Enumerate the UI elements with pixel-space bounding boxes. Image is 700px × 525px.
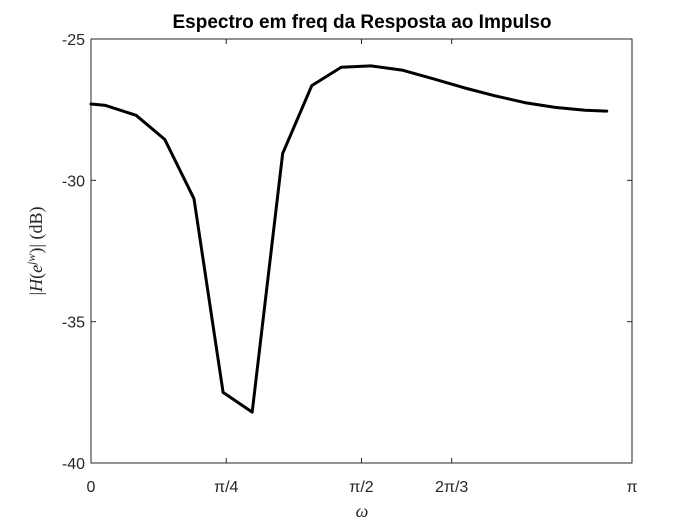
y-tick-label: -30	[62, 173, 85, 190]
axis-tick-labels: 0 π/4 π/2 2π/3 π -25 -30 -35 -40	[62, 32, 638, 496]
chart-title: Espectro em freq da Resposta ao Impulso	[172, 12, 551, 33]
axis-ticks	[90, 38, 633, 464]
plot-area	[90, 38, 633, 464]
series-line	[89, 64, 609, 414]
y-axis-label: |H(ejw)| (dB)	[24, 206, 47, 295]
y-tick-label: -25	[62, 32, 85, 49]
x-tick-label: π	[626, 479, 637, 496]
y-tick-label: -35	[62, 315, 85, 332]
y-tick-label: -40	[62, 456, 85, 473]
x-tick-label: π/2	[349, 479, 373, 496]
x-tick-label: 0	[87, 479, 96, 496]
x-axis-label: ω	[356, 501, 369, 521]
x-tick-label: π/4	[214, 479, 238, 496]
x-tick-label: 2π/3	[435, 479, 468, 496]
